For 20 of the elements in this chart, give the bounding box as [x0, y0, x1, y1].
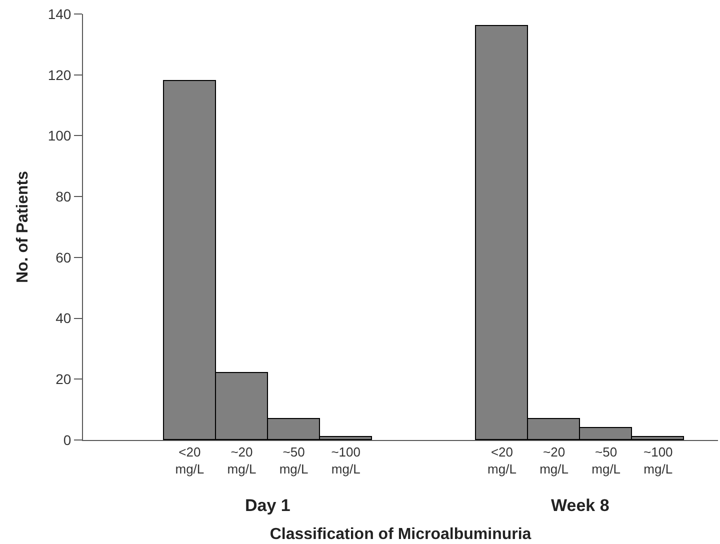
y-tick-label: 140 [48, 6, 72, 22]
y-tick-label: 0 [63, 432, 72, 448]
y-tick-label: 120 [48, 66, 72, 83]
y-tick-label: 20 [56, 371, 72, 388]
x-tick-label: ~20 mg/L [540, 444, 569, 476]
text: Day 1 [245, 496, 290, 515]
y-tick-label: 40 [56, 310, 72, 326]
x-tick-label: ~50 mg/L [592, 444, 621, 476]
y-tick-label: 100 [48, 128, 72, 144]
x-tick-label: ~100 mg/L [643, 444, 673, 476]
x-tick-label: ~50 mg/L [279, 444, 308, 476]
y-tick-label: 80 [56, 188, 72, 204]
y-tick-label: 60 [56, 249, 72, 266]
x-axis-title: Classification of Microalbuminuria [270, 526, 532, 544]
y-axis-title: No. of Patients [14, 170, 32, 284]
x-tick-label: <20 mg/L [175, 444, 204, 476]
x-tick-label: <20 mg/L [488, 444, 516, 476]
x-tick-label: ~100 mg/L [331, 444, 360, 476]
text: Week 8 [551, 496, 610, 515]
x-tick-label: ~20 mg/L [227, 444, 256, 476]
